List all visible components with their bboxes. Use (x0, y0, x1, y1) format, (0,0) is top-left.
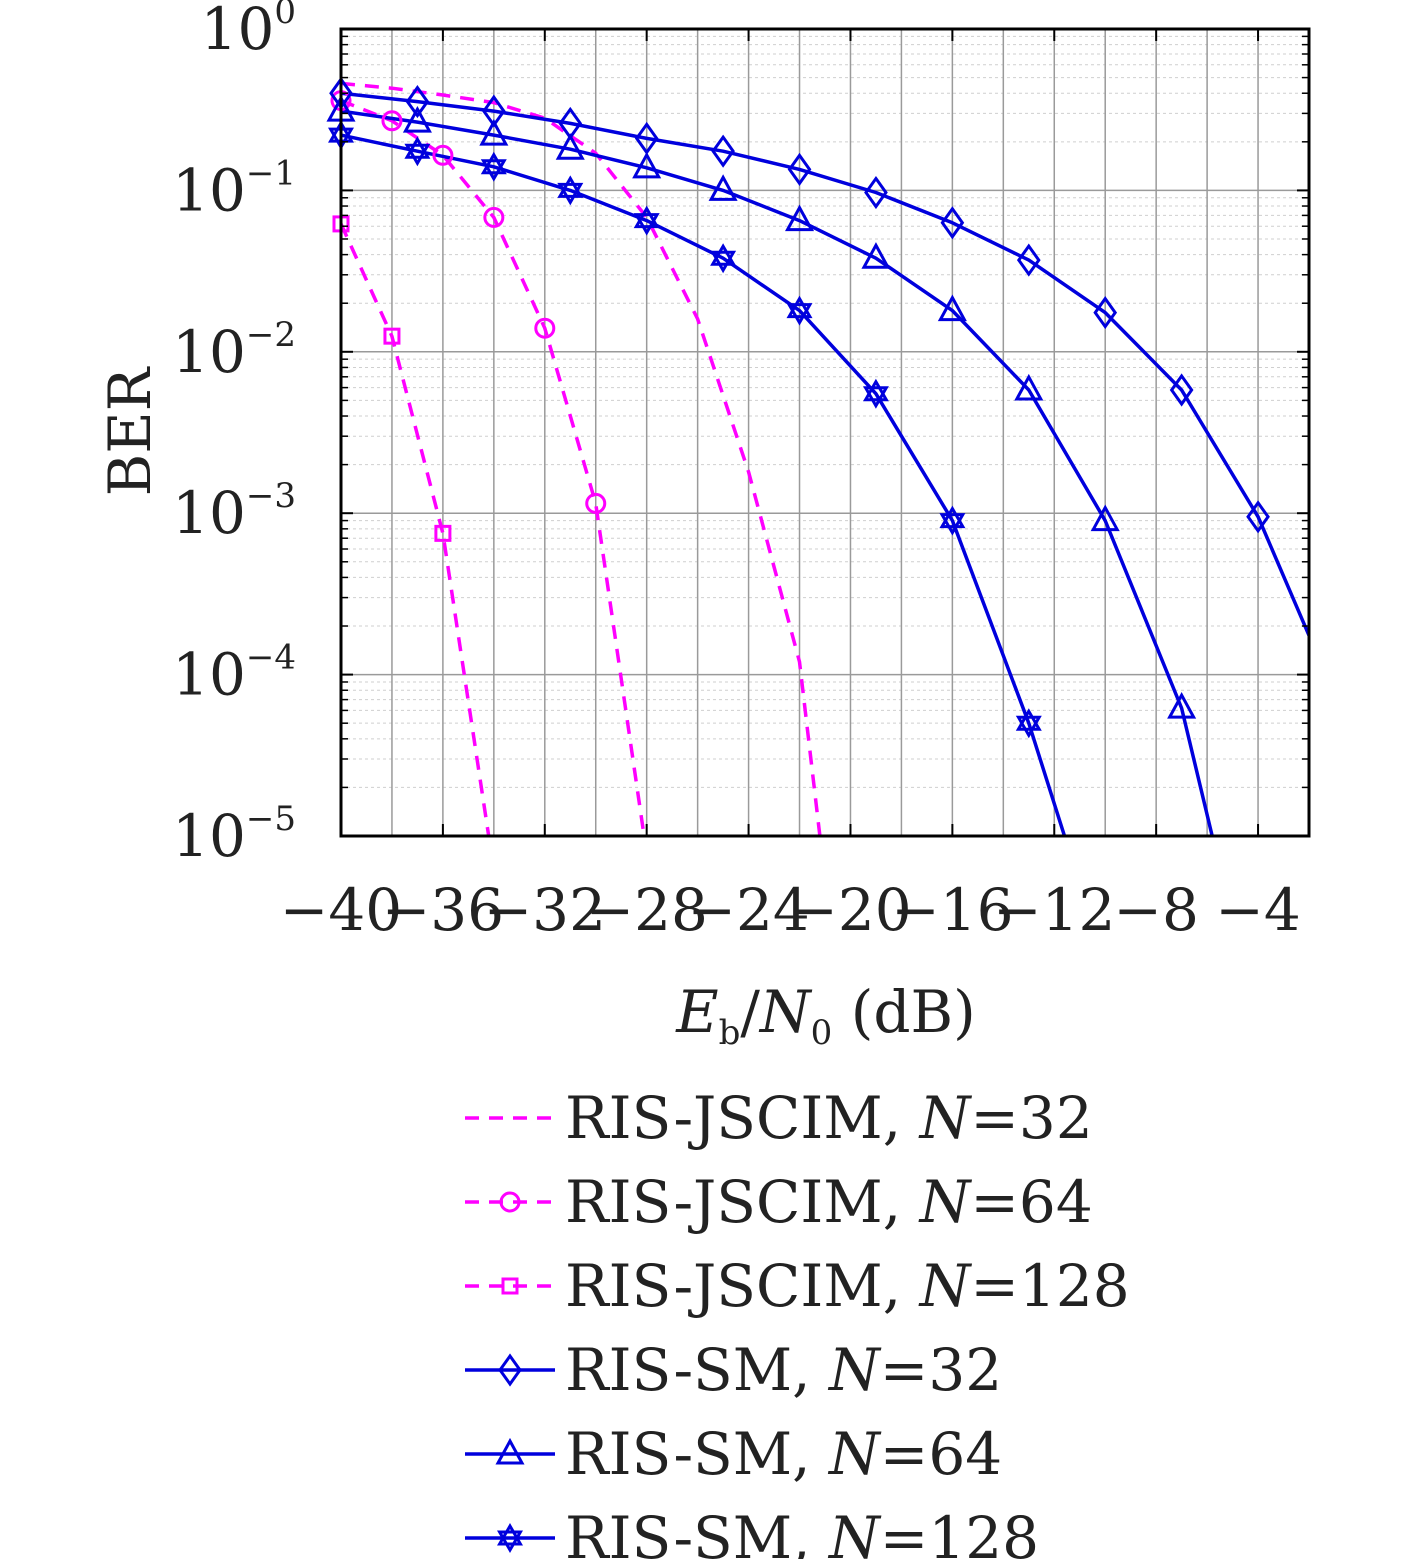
data-point-triangle (861, 242, 891, 269)
data-point-hexagram (939, 505, 966, 536)
series-markers (326, 76, 1270, 739)
legend-label: RIS-JSCIM, N=128 (565, 1252, 1130, 1320)
y-tick-label: 10−1 (172, 153, 296, 224)
x-tick-label: −40 (280, 876, 402, 944)
data-point-hexagram (786, 295, 813, 326)
series-line-3 (341, 91, 1309, 637)
data-point-diamond (1093, 295, 1118, 330)
legend-marker-triangle (495, 1437, 525, 1465)
legend-marker-square (501, 1277, 519, 1295)
data-point-hexagram (863, 378, 889, 409)
x-tick-label: −32 (484, 876, 606, 944)
data-point-square (434, 524, 452, 542)
x-tick-label: −28 (585, 876, 707, 944)
data-point-square (383, 327, 401, 345)
y-tick-label: 10−2 (172, 315, 296, 386)
y-tick-labels: 100 10−1 10−2 10−3 10−4 10−5 (172, 0, 296, 870)
data-point-triangle (1014, 373, 1044, 401)
x-tick-label: −12 (993, 876, 1115, 944)
data-point-circle (381, 110, 403, 132)
data-point-hexagram (1015, 708, 1042, 739)
legend-marker-diamond (498, 1353, 522, 1387)
data-point-hexagram (557, 175, 584, 206)
x-tick-label: −20 (789, 876, 911, 944)
legend-label: RIS-JSCIM, N=64 (565, 1168, 1093, 1236)
grid-minor (341, 35, 1309, 788)
data-point-triangle (1090, 504, 1120, 532)
data-point-triangle (555, 133, 585, 160)
data-point-hexagram (710, 243, 737, 274)
data-point-circle (534, 317, 556, 339)
x-tick-labels: −40−36−32−28−24−20−16−12−8 −4 (280, 876, 1301, 944)
y-tick-label: 100 (201, 0, 296, 63)
x-axis-label: Eb/N0 (dB) (675, 978, 976, 1053)
data-point-triangle (1167, 691, 1197, 719)
data-point-diamond (1246, 500, 1270, 534)
y-tick-label: 10−3 (172, 476, 296, 547)
data-point-triangle (784, 204, 815, 232)
data-point-triangle (479, 119, 509, 146)
x-tick-label: −16 (891, 876, 1013, 944)
series-line-0 (341, 81, 822, 836)
grid-major (341, 29, 1309, 836)
data-point-diamond (711, 134, 735, 168)
legend-marker-circle (499, 1191, 521, 1213)
series-line-1 (341, 98, 646, 836)
legend-label: RIS-SM, N=64 (565, 1420, 1002, 1488)
data-point-triangle (632, 151, 662, 179)
data-point-diamond (864, 175, 888, 210)
data-point-diamond (1169, 373, 1194, 407)
data-point-circle (432, 144, 454, 166)
x-tick-label: −4 (1215, 876, 1301, 944)
series-line-2 (341, 223, 491, 836)
data-point-circle (585, 492, 607, 514)
series-line-5 (341, 133, 1067, 836)
data-point-hexagram (633, 205, 660, 236)
data-point-hexagram (480, 151, 507, 182)
axis-ticks (340, 28, 1309, 837)
y-axis-label: BER (96, 365, 164, 496)
data-point-triangle (708, 174, 738, 201)
legend-marker-hexagram (497, 1523, 523, 1553)
legend: RIS-JSCIM, N=32 RIS-JSCIM, N=64 RIS-JSCIM,… (465, 1084, 1130, 1559)
data-point-circle (483, 206, 505, 228)
y-tick-label: 10−5 (172, 799, 296, 870)
data-point-diamond (787, 152, 812, 186)
data-point-diamond (940, 206, 965, 240)
data-point-triangle (937, 294, 967, 322)
legend-label: RIS-SM, N=128 (565, 1504, 1039, 1559)
plot-frame (339, 27, 1311, 838)
data-point-triangle (402, 105, 432, 133)
data-point-hexagram (404, 136, 431, 167)
x-tick-label: −36 (382, 876, 504, 944)
data-point-diamond (1016, 243, 1041, 277)
series-lines (341, 81, 1309, 836)
series-line-4 (341, 109, 1214, 836)
legend-label: RIS-SM, N=32 (565, 1336, 1002, 1404)
y-tick-label: 10−4 (172, 638, 296, 709)
x-tick-label: −8 (1113, 876, 1199, 944)
data-point-diamond (405, 85, 430, 119)
legend-label: RIS-JSCIM, N=32 (565, 1084, 1093, 1152)
x-tick-label: −24 (687, 876, 809, 944)
